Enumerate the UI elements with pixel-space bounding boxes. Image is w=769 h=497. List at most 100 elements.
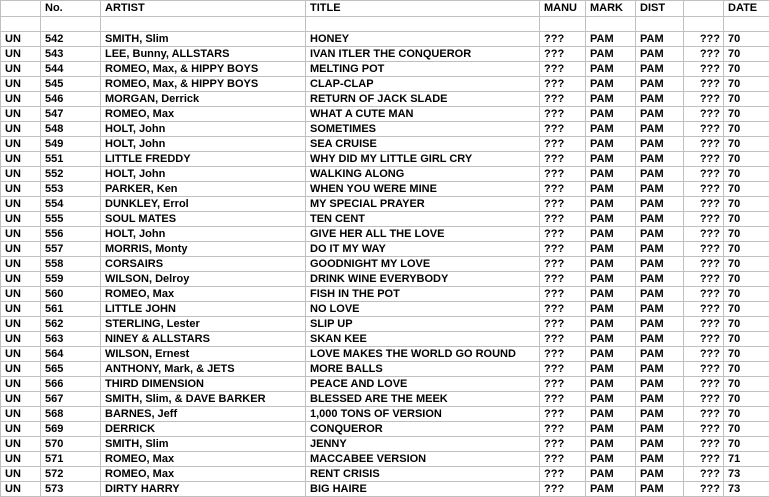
- cell-artist: SMITH, Slim: [100, 31, 306, 47]
- cell-title: IVAN ITLER THE CONQUEROR: [305, 46, 540, 62]
- cell-dist: PAM: [635, 61, 684, 77]
- cell-date: 70: [723, 241, 769, 257]
- cell-title: SEA CRUISE: [305, 136, 540, 152]
- cell-mark: [585, 16, 636, 32]
- cell-code: ???: [683, 271, 724, 287]
- cell-no: 556: [40, 226, 101, 242]
- cell-no: 552: [40, 166, 101, 182]
- cell-un: UN: [0, 31, 41, 47]
- cell-dist: PAM: [635, 361, 684, 377]
- cell-no: 542: [40, 31, 101, 47]
- cell-date: 73: [723, 466, 769, 482]
- cell-manu: ???: [539, 436, 586, 452]
- cell-dist: PAM: [635, 406, 684, 422]
- cell-dist: PAM: [635, 316, 684, 332]
- cell-date: 70: [723, 136, 769, 152]
- cell-dist: PAM: [635, 376, 684, 392]
- cell-manu: ???: [539, 406, 586, 422]
- cell-mark: PAM: [585, 301, 636, 317]
- cell-mark: PAM: [585, 241, 636, 257]
- cell-artist: STERLING, Lester: [100, 316, 306, 332]
- cell-date: 70: [723, 256, 769, 272]
- cell-un: UN: [0, 286, 41, 302]
- cell-date: 73: [723, 481, 769, 497]
- cell-dist: PAM: [635, 136, 684, 152]
- cell-dist: PAM: [635, 286, 684, 302]
- cell-no: 563: [40, 331, 101, 347]
- cell-dist: PAM: [635, 91, 684, 107]
- cell-no: 570: [40, 436, 101, 452]
- cell-date: 70: [723, 316, 769, 332]
- cell-no: 561: [40, 301, 101, 317]
- cell-date: 70: [723, 121, 769, 137]
- cell-no: 554: [40, 196, 101, 212]
- cell-mark: PAM: [585, 46, 636, 62]
- column-header-title: TITLE: [305, 0, 540, 17]
- cell-dist: PAM: [635, 421, 684, 437]
- cell-date: [723, 16, 769, 32]
- cell-title: [305, 16, 540, 32]
- cell-artist: LITTLE JOHN: [100, 301, 306, 317]
- cell-title: RENT CRISIS: [305, 466, 540, 482]
- cell-mark: PAM: [585, 106, 636, 122]
- cell-date: 70: [723, 391, 769, 407]
- cell-date: 70: [723, 436, 769, 452]
- cell-dist: PAM: [635, 46, 684, 62]
- cell-dist: PAM: [635, 391, 684, 407]
- cell-mark: PAM: [585, 361, 636, 377]
- cell-code: ???: [683, 331, 724, 347]
- cell-title: WHY DID MY LITTLE GIRL CRY: [305, 151, 540, 167]
- cell-artist: LEE, Bunny, ALLSTARS: [100, 46, 306, 62]
- cell-mark: PAM: [585, 226, 636, 242]
- cell-artist: MORGAN, Derrick: [100, 91, 306, 107]
- cell-dist: PAM: [635, 301, 684, 317]
- cell-un: UN: [0, 151, 41, 167]
- cell-manu: ???: [539, 331, 586, 347]
- cell-no: 564: [40, 346, 101, 362]
- cell-code: ???: [683, 421, 724, 437]
- cell-artist: [100, 16, 306, 32]
- spacer-row: [0, 16, 769, 32]
- column-header-un: [0, 0, 41, 17]
- column-header-dist: DIST: [635, 0, 684, 17]
- cell-date: 70: [723, 271, 769, 287]
- cell-dist: PAM: [635, 451, 684, 467]
- cell-title: SOMETIMES: [305, 121, 540, 137]
- cell-dist: PAM: [635, 241, 684, 257]
- cell-date: 70: [723, 76, 769, 92]
- cell-un: UN: [0, 346, 41, 362]
- table-row: UN 555 SOUL MATES TEN CENT??? PAM PAM??? 70: [0, 211, 769, 227]
- table-row: UN 567 SMITH, Slim, & DAVE BARKER BLESSED A…: [0, 391, 769, 407]
- cell-no: 560: [40, 286, 101, 302]
- table-row: UN 568 BARNES, Jeff 1,000 TONS OF VERSION??…: [0, 406, 769, 422]
- cell-manu: ???: [539, 376, 586, 392]
- cell-mark: PAM: [585, 166, 636, 182]
- cell-manu: ???: [539, 346, 586, 362]
- cell-title: WHAT A CUTE MAN: [305, 106, 540, 122]
- cell-un: UN: [0, 121, 41, 137]
- cell-un: UN: [0, 271, 41, 287]
- table-row: UN 547 ROMEO, Max WHAT A CUTE MAN??? PAM PAM?…: [0, 106, 769, 122]
- cell-title: TEN CENT: [305, 211, 540, 227]
- cell-dist: [635, 16, 684, 32]
- cell-code: ???: [683, 211, 724, 227]
- cell-artist: ANTHONY, Mark, & JETS: [100, 361, 306, 377]
- column-header-manu: MANU: [539, 0, 586, 17]
- cell-no: 569: [40, 421, 101, 437]
- cell-manu: ???: [539, 181, 586, 197]
- cell-code: ???: [683, 346, 724, 362]
- cell-title: HONEY: [305, 31, 540, 47]
- cell-code: ???: [683, 121, 724, 137]
- cell-code: ???: [683, 151, 724, 167]
- table-row: UN 557 MORRIS, Monty DO IT MY WAY??? PAM PAM?…: [0, 241, 769, 257]
- cell-title: LOVE MAKES THE WORLD GO ROUND: [305, 346, 540, 362]
- cell-un: UN: [0, 451, 41, 467]
- cell-date: 70: [723, 421, 769, 437]
- cell-code: ???: [683, 91, 724, 107]
- cell-artist: ROMEO, Max, & HIPPY BOYS: [100, 76, 306, 92]
- cell-no: 559: [40, 271, 101, 287]
- cell-code: ???: [683, 451, 724, 467]
- table-row: UN 543 LEE, Bunny, ALLSTARS IVAN ITLER THE …: [0, 46, 769, 62]
- cell-un: UN: [0, 91, 41, 107]
